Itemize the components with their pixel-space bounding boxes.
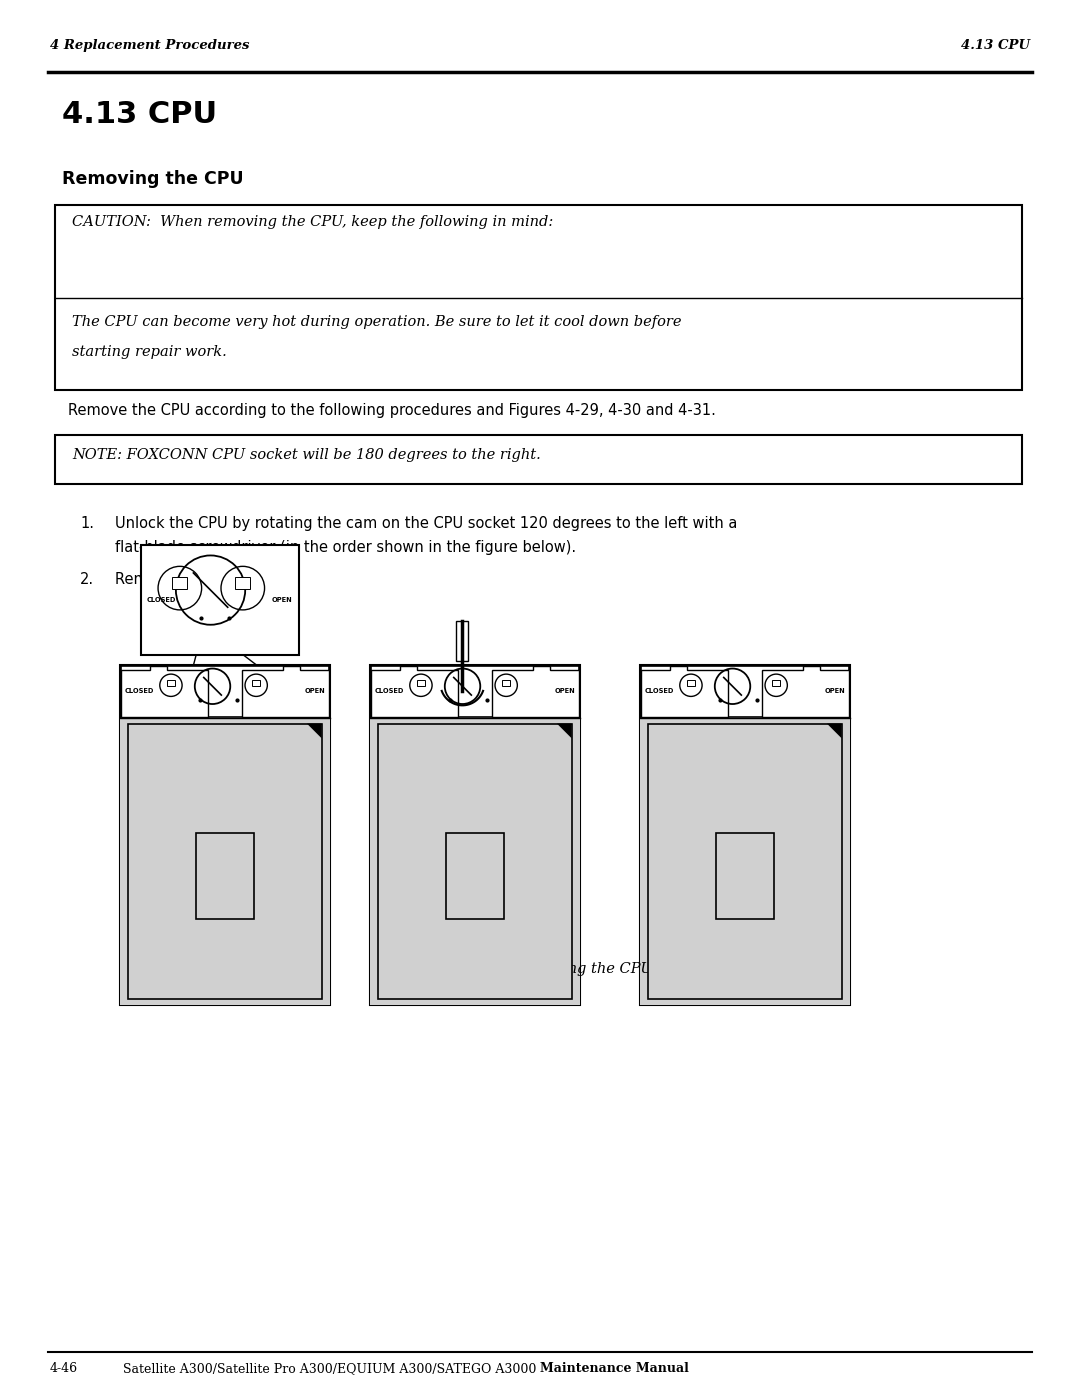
Bar — [716, 833, 774, 919]
Text: Remove the CPU according to the following procedures and Figures 4-29, 4-30 and : Remove the CPU according to the followin… — [68, 402, 716, 418]
Bar — [55, 434, 1022, 483]
Text: OPEN: OPEN — [554, 689, 575, 694]
Text: CLOSED: CLOSED — [375, 689, 404, 694]
Polygon shape — [642, 666, 728, 717]
Polygon shape — [143, 550, 207, 650]
Bar — [640, 718, 850, 1004]
Bar — [129, 724, 322, 999]
Text: Figure4-29 Removing the CPU: Figure4-29 Removing the CPU — [427, 963, 653, 977]
Text: 1.: 1. — [80, 515, 94, 531]
Polygon shape — [242, 666, 329, 717]
Text: starting repair work.: starting repair work. — [72, 345, 227, 359]
Text: OPEN: OPEN — [272, 597, 293, 604]
Bar — [457, 622, 469, 661]
Polygon shape — [372, 666, 458, 717]
Text: 4-46: 4-46 — [50, 1362, 78, 1375]
Bar — [772, 680, 780, 686]
Bar — [120, 665, 330, 1004]
Bar — [172, 577, 188, 590]
Bar — [143, 550, 297, 650]
Text: NOTE: FOXCONN CPU socket will be 180 degrees to the right.: NOTE: FOXCONN CPU socket will be 180 deg… — [72, 448, 541, 462]
Bar — [687, 680, 694, 686]
Text: 2.: 2. — [80, 571, 94, 587]
Bar — [446, 833, 504, 919]
Text: Remove the CPU.: Remove the CPU. — [114, 571, 242, 587]
Polygon shape — [827, 724, 841, 738]
Text: Removing the CPU: Removing the CPU — [62, 170, 244, 189]
Text: OPEN: OPEN — [305, 689, 325, 694]
Text: 4 Replacement Procedures: 4 Replacement Procedures — [50, 39, 249, 52]
Polygon shape — [121, 666, 208, 717]
Text: 4.13 CPU: 4.13 CPU — [62, 101, 217, 129]
Bar — [235, 577, 251, 590]
Bar — [372, 666, 579, 717]
Polygon shape — [761, 666, 849, 717]
Bar — [370, 718, 580, 1004]
Bar — [253, 680, 260, 686]
Bar — [417, 680, 424, 686]
Bar — [502, 680, 510, 686]
Bar — [195, 833, 255, 919]
Text: Satellite A300/Satellite Pro A300/EQUIUM A300/SATEGO A3000: Satellite A300/Satellite Pro A300/EQUIUM… — [123, 1362, 540, 1375]
Bar — [55, 205, 1022, 390]
Polygon shape — [307, 724, 322, 738]
Text: 4.13 CPU: 4.13 CPU — [961, 39, 1030, 52]
Text: CAUTION:  When removing the CPU, keep the following in mind:: CAUTION: When removing the CPU, keep the… — [72, 215, 553, 229]
Bar — [141, 545, 298, 655]
Bar — [120, 718, 330, 1004]
Bar — [642, 666, 849, 717]
Text: CLOSED: CLOSED — [147, 597, 176, 604]
Text: CLOSED: CLOSED — [645, 689, 674, 694]
Polygon shape — [557, 724, 571, 738]
Text: The CPU can become very hot during operation. Be sure to let it cool down before: The CPU can become very hot during opera… — [72, 314, 681, 330]
Bar — [370, 665, 580, 1004]
Bar — [167, 680, 175, 686]
Text: Maintenance Manual: Maintenance Manual — [540, 1362, 689, 1375]
Bar — [378, 724, 571, 999]
Polygon shape — [491, 666, 579, 717]
Bar — [640, 665, 850, 1004]
Bar — [121, 666, 329, 717]
Text: CLOSED: CLOSED — [125, 689, 154, 694]
Polygon shape — [232, 550, 297, 650]
Text: Unlock the CPU by rotating the cam on the CPU socket 120 degrees to the left wit: Unlock the CPU by rotating the cam on th… — [114, 515, 738, 531]
Text: OPEN: OPEN — [824, 689, 845, 694]
Bar — [648, 724, 841, 999]
Text: flat-blade screwdriver (in the order shown in the figure below).: flat-blade screwdriver (in the order sho… — [114, 541, 576, 555]
